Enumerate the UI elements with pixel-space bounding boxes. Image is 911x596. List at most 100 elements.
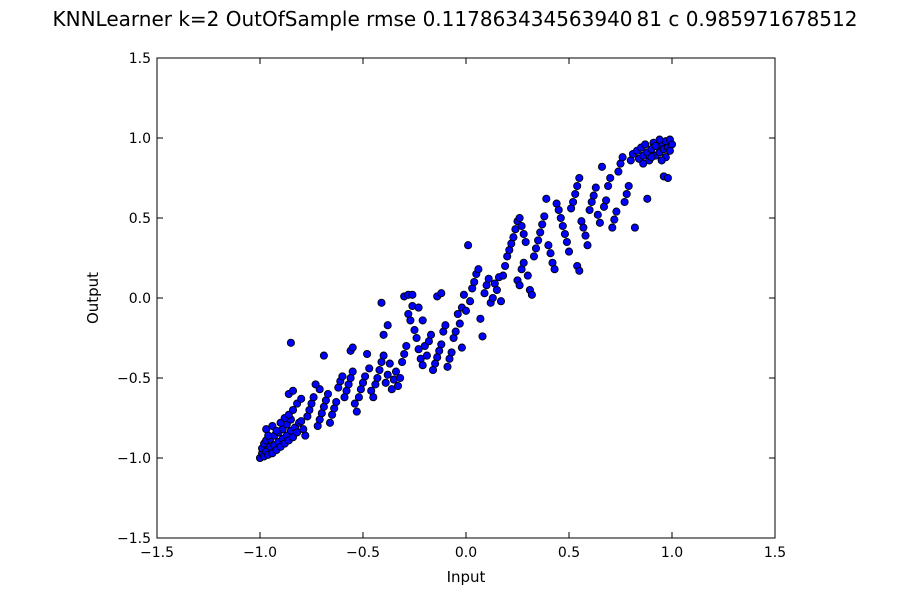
data-point-89 bbox=[385, 359, 394, 368]
data-point-36 bbox=[288, 405, 298, 415]
data-point-136 bbox=[464, 241, 473, 250]
data-point-175 bbox=[531, 244, 541, 253]
data-point-225 bbox=[630, 223, 639, 232]
data-point-47 bbox=[309, 393, 318, 402]
data-point-133 bbox=[455, 319, 464, 328]
data-point-96 bbox=[393, 381, 403, 391]
data-point-87 bbox=[381, 378, 390, 387]
data-point-196 bbox=[575, 173, 584, 183]
data-point-77 bbox=[365, 364, 374, 373]
data-point-75 bbox=[361, 372, 370, 381]
data-point-174 bbox=[529, 252, 539, 261]
data-points bbox=[255, 135, 677, 463]
data-point-173 bbox=[527, 290, 536, 299]
data-point-92 bbox=[391, 367, 401, 376]
data-point-148 bbox=[484, 274, 493, 283]
data-point-79 bbox=[348, 343, 357, 352]
data-point-98 bbox=[398, 357, 407, 367]
data-point-72 bbox=[354, 393, 363, 402]
data-point-230 bbox=[641, 140, 650, 149]
data-point-102 bbox=[406, 316, 415, 325]
data-point-205 bbox=[589, 191, 598, 200]
data-point-166 bbox=[521, 237, 530, 247]
data-point-190 bbox=[562, 237, 571, 247]
data-point-115 bbox=[418, 316, 427, 325]
data-point-252 bbox=[647, 153, 656, 162]
x-axis-label: Input bbox=[447, 568, 486, 586]
data-point-222 bbox=[624, 181, 633, 191]
data-point-117 bbox=[426, 330, 436, 339]
data-point-27 bbox=[293, 428, 302, 437]
data-point-253 bbox=[657, 156, 666, 165]
data-point-127 bbox=[443, 362, 452, 371]
data-point-69 bbox=[348, 367, 357, 376]
data-point-144 bbox=[476, 314, 485, 323]
data-point-251 bbox=[651, 141, 660, 151]
axis-ticks: −1.5 −1.0 −0.5 0.0 0.5 1.0 1.5 −1.5 −1.0 −0.5 0.0 0… bbox=[117, 51, 786, 561]
y-tick-label-6: 1.5 bbox=[129, 51, 151, 67]
data-point-55 bbox=[311, 380, 320, 389]
x-tick-label-4: 0.5 bbox=[558, 545, 580, 561]
data-point-150 bbox=[488, 293, 497, 303]
data-point-40 bbox=[297, 394, 306, 403]
data-point-135 bbox=[459, 290, 468, 299]
data-point-182 bbox=[546, 249, 555, 258]
data-point-56 bbox=[286, 338, 295, 347]
data-point-122 bbox=[437, 340, 446, 349]
data-point-163 bbox=[515, 213, 524, 223]
y-tick-label-0: −1.5 bbox=[117, 531, 151, 547]
data-point-198 bbox=[579, 223, 588, 232]
data-point-132 bbox=[453, 309, 462, 319]
data-point-170 bbox=[519, 258, 528, 267]
data-point-206 bbox=[591, 183, 600, 192]
x-tick-label-6: 1.5 bbox=[764, 545, 786, 561]
data-point-53 bbox=[323, 389, 333, 399]
data-point-176 bbox=[534, 236, 543, 245]
data-point-194 bbox=[571, 189, 580, 199]
x-tick-label-1: −1.0 bbox=[243, 545, 277, 561]
data-point-71 bbox=[352, 407, 361, 416]
data-point-248 bbox=[643, 194, 652, 203]
data-point-83 bbox=[373, 373, 382, 383]
data-point-171 bbox=[523, 271, 532, 280]
data-point-193 bbox=[569, 197, 578, 207]
data-point-221 bbox=[622, 189, 631, 199]
data-point-41 bbox=[297, 417, 306, 426]
data-point-88 bbox=[383, 370, 392, 379]
data-point-110 bbox=[422, 351, 431, 360]
data-point-208 bbox=[595, 218, 604, 227]
data-point-216 bbox=[612, 207, 621, 216]
data-point-113 bbox=[408, 290, 417, 299]
data-point-106 bbox=[414, 345, 423, 354]
y-tick-label-5: 1.0 bbox=[129, 131, 151, 147]
data-point-247 bbox=[663, 173, 672, 183]
data-point-152 bbox=[492, 285, 501, 295]
data-point-186 bbox=[554, 205, 563, 215]
data-point-219 bbox=[618, 153, 627, 162]
data-point-137 bbox=[457, 343, 466, 352]
data-point-138 bbox=[461, 306, 471, 315]
data-point-90 bbox=[387, 385, 396, 394]
data-point-181 bbox=[544, 241, 553, 250]
data-point-177 bbox=[536, 228, 545, 237]
data-point-141 bbox=[470, 277, 479, 287]
data-point-143 bbox=[474, 265, 483, 274]
data-point-160 bbox=[509, 233, 518, 242]
data-point-32 bbox=[272, 426, 281, 435]
data-point-154 bbox=[496, 297, 506, 306]
data-point-146 bbox=[480, 289, 489, 298]
y-axis-label: Output bbox=[84, 272, 102, 324]
data-point-203 bbox=[585, 205, 594, 215]
y-tick-label-4: 0.5 bbox=[129, 211, 151, 227]
data-point-126 bbox=[441, 321, 450, 330]
data-point-212 bbox=[604, 181, 613, 191]
data-point-99 bbox=[400, 349, 409, 359]
data-point-95 bbox=[377, 298, 386, 307]
data-point-202 bbox=[583, 241, 592, 250]
data-point-124 bbox=[437, 289, 446, 298]
data-point-93 bbox=[379, 330, 388, 339]
data-point-187 bbox=[556, 213, 565, 223]
data-point-145 bbox=[478, 332, 487, 341]
data-point-164 bbox=[517, 221, 526, 231]
data-point-64 bbox=[338, 372, 347, 381]
